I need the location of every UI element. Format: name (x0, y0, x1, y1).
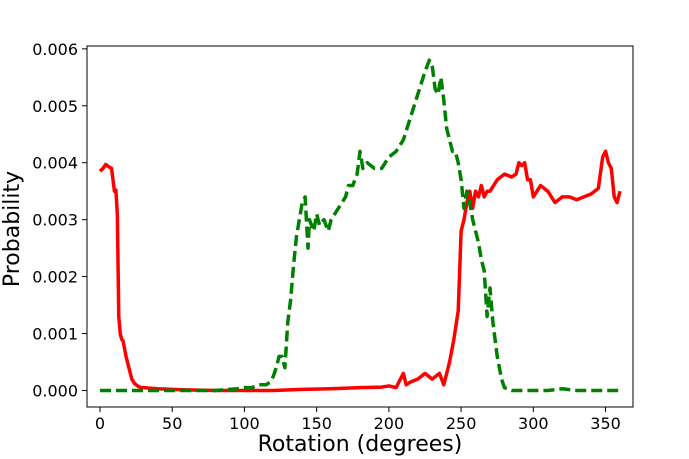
y-tick-label: 0.000 (32, 381, 78, 400)
series-layer (98, 58, 622, 393)
x-tick-label: 0 (95, 414, 105, 433)
y-axis-label: Probability (0, 171, 25, 287)
x-tick-label: 200 (374, 414, 405, 433)
x-tick-label: 100 (229, 414, 260, 433)
x-tick-label: 50 (162, 414, 182, 433)
y-tick-label: 0.001 (32, 325, 78, 344)
x-tick-label: 350 (590, 414, 621, 433)
x-tick-label: 150 (301, 414, 332, 433)
y-tick-label: 0.003 (32, 211, 78, 230)
y-tick-label: 0.006 (32, 40, 78, 59)
red-solid-series-line (98, 149, 622, 393)
ticks-layer: 0 50 100 150 200 250 300 350 0.000 0.001 0.002 0.00… (32, 40, 621, 433)
y-tick-label: 0.004 (32, 154, 78, 173)
x-tick-label: 300 (518, 414, 549, 433)
y-tick-label: 0.005 (32, 97, 78, 116)
y-tick-label: 0.002 (32, 268, 78, 287)
x-tick-label: 250 (446, 414, 477, 433)
plot-frame (86, 45, 634, 408)
green-dashed-series-line (100, 58, 620, 393)
x-axis-label: Rotation (degrees) (258, 432, 463, 457)
